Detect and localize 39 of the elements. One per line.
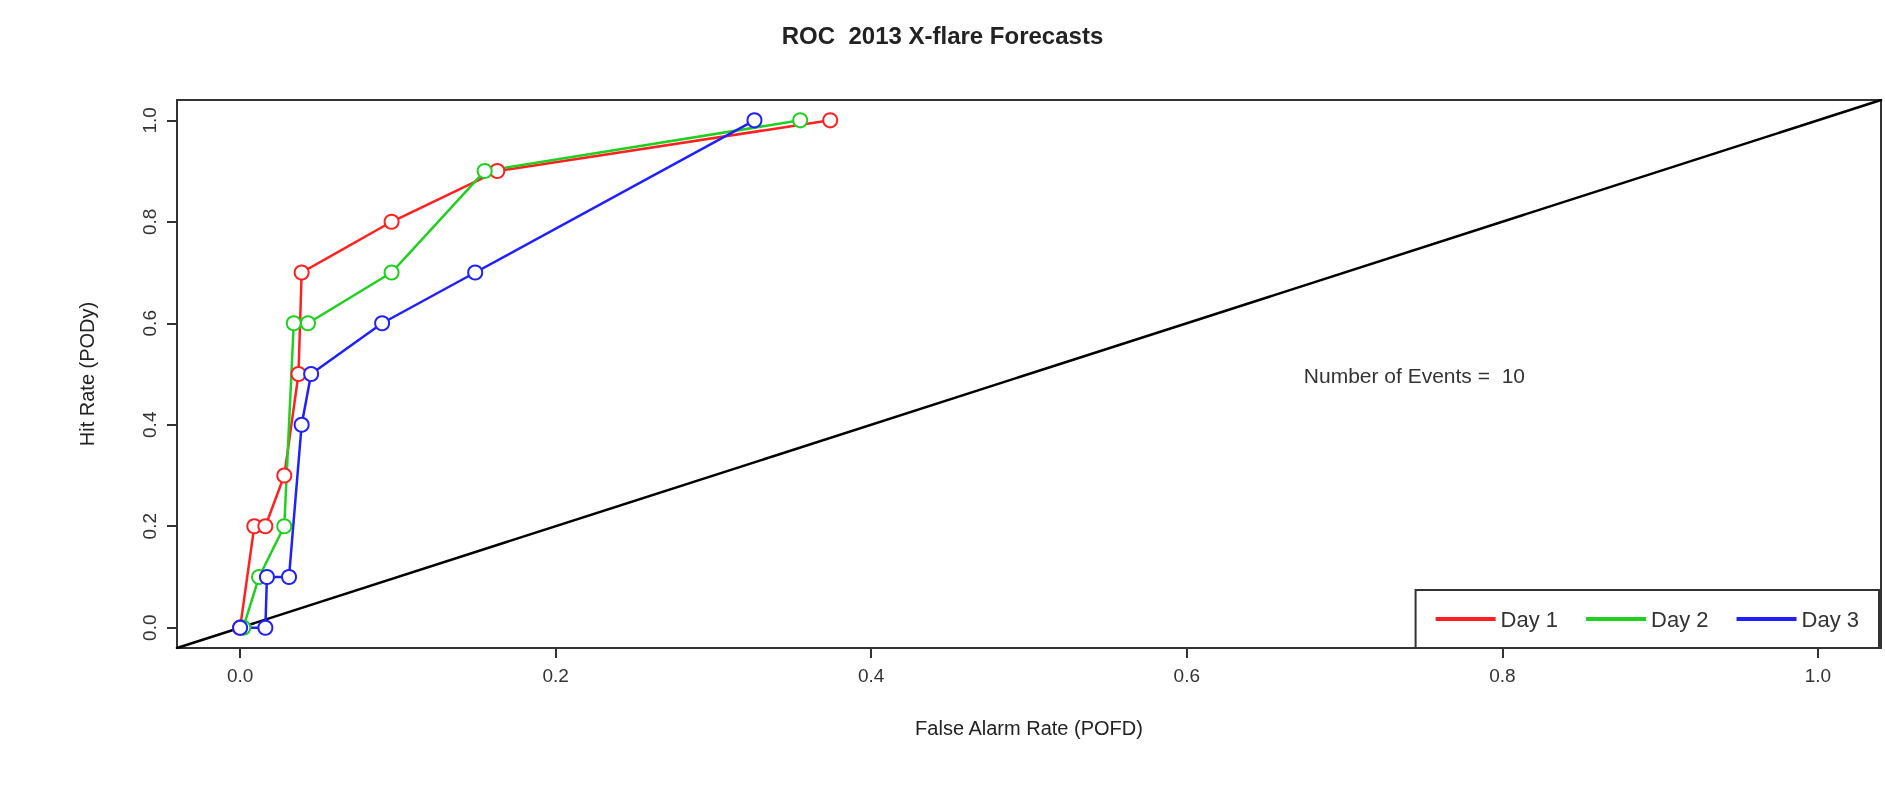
point	[792, 112, 809, 129]
point	[257, 619, 274, 636]
y-tick-label: 0.4	[139, 411, 160, 438]
x-tick-label: 1.0	[1804, 665, 1832, 686]
point	[299, 315, 316, 332]
x-tick-label: 0.6	[1173, 665, 1200, 686]
x-tick-label: 0.0	[226, 665, 254, 686]
x-tick-label: 0.2	[542, 665, 569, 686]
point	[374, 315, 391, 332]
point	[746, 112, 763, 129]
x-axis-title: False Alarm Rate (POFD)	[915, 717, 1143, 739]
point	[476, 163, 493, 180]
point	[276, 467, 293, 484]
legend-label: Day 2	[1651, 606, 1709, 632]
legend-label: Day 1	[1500, 606, 1559, 632]
y-axis-title: Hit Rate (PODy)	[76, 301, 98, 447]
point	[285, 315, 302, 332]
legend-label: Day 3	[1801, 606, 1860, 632]
point	[467, 264, 484, 281]
point	[293, 416, 310, 433]
chart-title: ROC 2013 X-flare Forecasts	[781, 21, 1104, 49]
point	[303, 366, 320, 382]
point	[293, 264, 310, 281]
point	[489, 163, 506, 180]
point	[281, 568, 298, 585]
x-tick-label: 0.4	[858, 665, 885, 686]
y-tick-label: 1.0	[139, 107, 160, 134]
point	[257, 518, 274, 535]
y-tick-label: 0.8	[139, 208, 160, 235]
y-tick-label: 0.0	[139, 614, 160, 641]
point	[276, 518, 293, 535]
y-tick-label: 0.6	[139, 310, 160, 337]
point	[383, 264, 400, 281]
point	[822, 112, 839, 129]
point	[258, 568, 275, 585]
annotation: Number of Events = 10	[1303, 364, 1526, 387]
y-tick-label: 0.2	[139, 513, 160, 540]
point	[383, 213, 400, 230]
x-tick-label: 0.8	[1489, 665, 1516, 686]
